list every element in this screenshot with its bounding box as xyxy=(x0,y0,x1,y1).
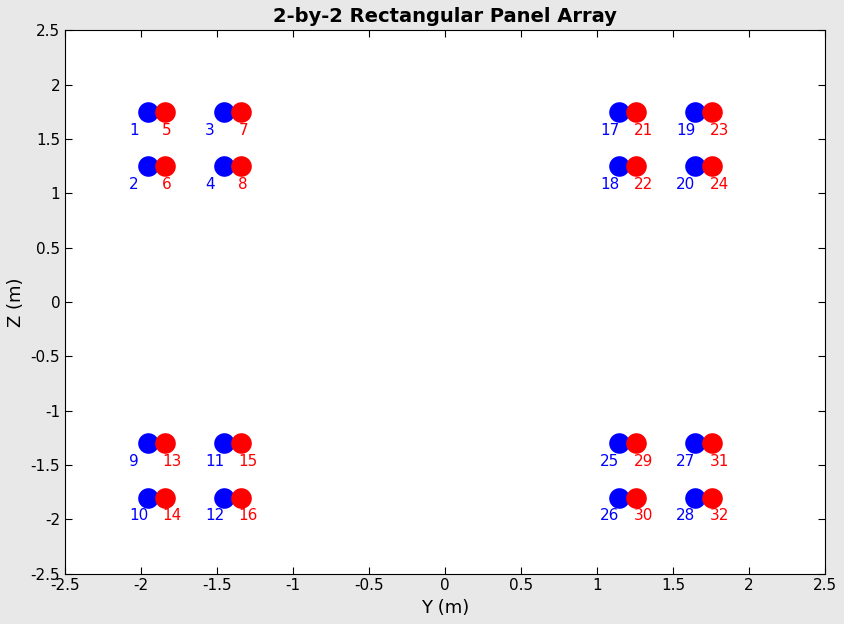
Text: 6: 6 xyxy=(162,177,172,192)
Point xyxy=(612,161,625,171)
Point xyxy=(234,107,247,117)
Point xyxy=(141,161,154,171)
Point xyxy=(688,161,701,171)
Point xyxy=(705,107,718,117)
Text: 32: 32 xyxy=(710,509,729,524)
Text: 23: 23 xyxy=(710,123,729,138)
Text: 18: 18 xyxy=(600,177,619,192)
Text: 25: 25 xyxy=(600,454,619,469)
Point xyxy=(158,161,171,171)
Point xyxy=(234,161,247,171)
Point xyxy=(629,161,642,171)
Point xyxy=(217,107,230,117)
Point xyxy=(141,438,154,448)
Text: 5: 5 xyxy=(162,123,172,138)
Text: 27: 27 xyxy=(676,454,695,469)
Text: 14: 14 xyxy=(162,509,181,524)
Point xyxy=(612,438,625,448)
Text: 7: 7 xyxy=(238,123,248,138)
Text: 8: 8 xyxy=(238,177,248,192)
Point xyxy=(234,438,247,448)
Point xyxy=(234,492,247,502)
Point xyxy=(705,161,718,171)
Text: 17: 17 xyxy=(600,123,619,138)
Point xyxy=(158,492,171,502)
Text: 16: 16 xyxy=(238,509,257,524)
Text: 31: 31 xyxy=(710,454,729,469)
Text: 11: 11 xyxy=(205,454,224,469)
Text: 3: 3 xyxy=(205,123,214,138)
Text: 10: 10 xyxy=(129,509,148,524)
Point xyxy=(217,438,230,448)
Text: 24: 24 xyxy=(710,177,728,192)
Point xyxy=(612,492,625,502)
Y-axis label: Z (m): Z (m) xyxy=(7,277,25,327)
Point xyxy=(688,438,701,448)
Text: 28: 28 xyxy=(676,509,695,524)
Text: 19: 19 xyxy=(676,123,695,138)
X-axis label: Y (m): Y (m) xyxy=(421,599,469,617)
Point xyxy=(141,107,154,117)
Text: 1: 1 xyxy=(129,123,138,138)
Text: 20: 20 xyxy=(676,177,695,192)
Point xyxy=(705,438,718,448)
Title: 2-by-2 Rectangular Panel Array: 2-by-2 Rectangular Panel Array xyxy=(273,7,617,26)
Point xyxy=(141,492,154,502)
Point xyxy=(217,161,230,171)
Text: 4: 4 xyxy=(205,177,214,192)
Point xyxy=(629,438,642,448)
Point xyxy=(705,492,718,502)
Text: 30: 30 xyxy=(634,509,653,524)
Point xyxy=(612,107,625,117)
Text: 26: 26 xyxy=(600,509,619,524)
Point xyxy=(629,492,642,502)
Point xyxy=(158,107,171,117)
Text: 2: 2 xyxy=(129,177,138,192)
Text: 9: 9 xyxy=(129,454,138,469)
Point xyxy=(688,107,701,117)
Text: 15: 15 xyxy=(238,454,257,469)
Point xyxy=(629,107,642,117)
Text: 29: 29 xyxy=(634,454,653,469)
Text: 22: 22 xyxy=(634,177,652,192)
Point xyxy=(158,438,171,448)
Text: 13: 13 xyxy=(162,454,181,469)
Text: 12: 12 xyxy=(205,509,224,524)
Text: 21: 21 xyxy=(634,123,652,138)
Point xyxy=(217,492,230,502)
Point xyxy=(688,492,701,502)
